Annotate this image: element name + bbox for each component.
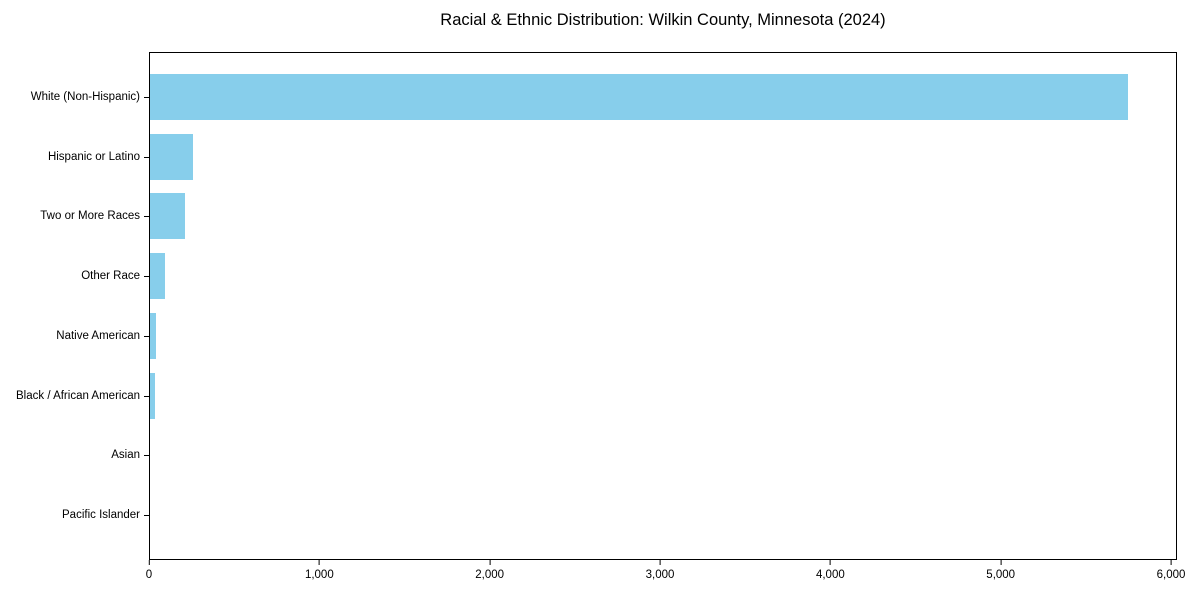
x-tick-mark xyxy=(489,560,491,565)
x-tick-mark xyxy=(829,560,831,565)
y-tick-mark xyxy=(144,156,149,158)
y-tick-mark xyxy=(144,395,149,397)
x-tick: 2,000 xyxy=(475,560,504,581)
x-tick: 5,000 xyxy=(986,560,1015,581)
category-label: Other Race xyxy=(81,270,140,283)
x-tick-label: 1,000 xyxy=(304,569,334,581)
x-tick-label: 4,000 xyxy=(815,569,845,581)
bar-row: Other Race xyxy=(81,246,1176,306)
y-tick-mark xyxy=(144,216,149,218)
category-label: Pacific Islander xyxy=(62,509,140,522)
x-tick-mark xyxy=(318,560,320,565)
category-label: Two or More Races xyxy=(40,210,140,223)
x-tick-label: 0 xyxy=(145,569,153,581)
x-axis: 0 1,000 2,000 3,000 4,000 5,000 6,000 xyxy=(146,559,1185,593)
category-label: Hispanic or Latino xyxy=(47,150,140,163)
x-tick: 6,000 xyxy=(1156,560,1186,581)
chart-title: Racial & Ethnic Distribution: Wilkin Cou… xyxy=(440,11,886,29)
y-tick-mark xyxy=(144,455,149,457)
category-bar xyxy=(150,133,194,180)
bar-row: White (Non-Hispanic) xyxy=(31,67,1176,127)
x-tick-mark xyxy=(1170,560,1172,565)
category-label: Native American xyxy=(56,329,140,342)
bar-rows: White (Non-Hispanic) Hispanic or Latino … xyxy=(16,53,1176,559)
x-tick-label: 3,000 xyxy=(645,569,675,581)
y-tick-mark xyxy=(144,335,149,337)
x-tick-mark xyxy=(1000,560,1002,565)
bar-row: Pacific Islander xyxy=(62,485,1176,545)
category-label: White (Non-Hispanic) xyxy=(30,90,140,103)
x-tick: 3,000 xyxy=(645,560,675,581)
bar-row: Asian xyxy=(111,426,1176,486)
category-label: Asian xyxy=(111,449,140,462)
bar-row: Native American xyxy=(56,306,1176,366)
plot-area: White (Non-Hispanic) Hispanic or Latino … xyxy=(16,52,1185,581)
x-tick-label: 2,000 xyxy=(475,569,505,581)
y-tick-mark xyxy=(144,515,149,517)
category-bar xyxy=(150,193,185,240)
y-tick-mark xyxy=(144,96,149,98)
bar-row: Black / African American xyxy=(16,366,1176,426)
category-label: Black / African American xyxy=(16,389,140,402)
x-tick-label: 5,000 xyxy=(986,569,1016,581)
category-bar xyxy=(150,73,1128,120)
y-tick-mark xyxy=(144,276,149,278)
category-bar xyxy=(150,253,166,300)
x-tick-mark xyxy=(148,560,150,565)
x-tick: 4,000 xyxy=(816,560,845,581)
category-bar xyxy=(150,312,156,359)
x-tick: 0 xyxy=(146,560,152,581)
x-tick-label: 6,000 xyxy=(1156,569,1186,581)
bar-row: Hispanic or Latino xyxy=(48,127,1176,187)
x-tick: 1,000 xyxy=(305,560,334,581)
category-bar xyxy=(150,372,155,419)
x-tick-mark xyxy=(659,560,661,565)
bar-row: Two or More Races xyxy=(40,187,1176,247)
